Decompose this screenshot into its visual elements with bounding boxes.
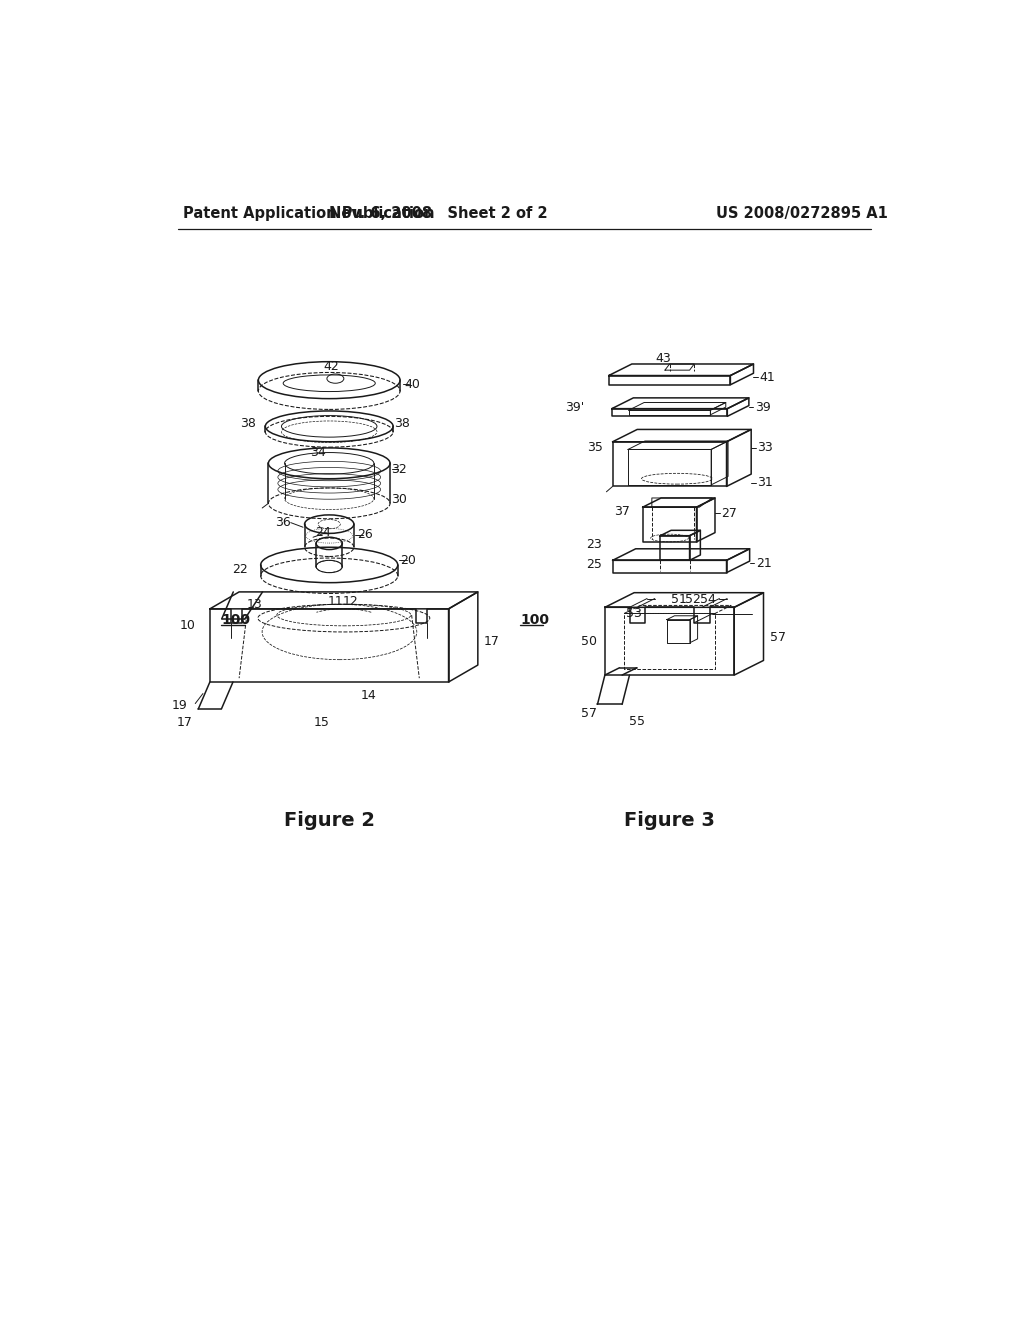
Text: 54: 54 [700, 593, 716, 606]
Text: 36: 36 [275, 516, 291, 529]
Text: 52: 52 [685, 593, 700, 606]
Text: 26: 26 [356, 528, 373, 541]
Text: 14: 14 [360, 689, 377, 702]
Text: 100: 100 [221, 614, 251, 627]
Text: 35: 35 [588, 441, 603, 454]
Text: 25: 25 [586, 558, 602, 572]
Text: 27: 27 [721, 507, 737, 520]
Text: 15: 15 [313, 715, 330, 729]
Text: 51: 51 [671, 593, 687, 606]
Text: 41: 41 [760, 371, 775, 384]
Text: US 2008/0272895 A1: US 2008/0272895 A1 [716, 206, 888, 222]
Text: 21: 21 [756, 557, 771, 570]
Text: 19: 19 [172, 698, 187, 711]
Text: 37: 37 [614, 504, 631, 517]
Text: 39': 39' [565, 400, 584, 413]
Text: 12: 12 [343, 594, 358, 607]
Text: 17: 17 [177, 715, 193, 729]
Text: 39: 39 [755, 400, 771, 413]
Text: 55: 55 [629, 714, 645, 727]
Text: 13: 13 [247, 598, 262, 611]
Text: 30: 30 [391, 492, 408, 506]
Text: Figure 3: Figure 3 [624, 810, 715, 830]
Text: 100: 100 [520, 614, 549, 627]
Text: 53: 53 [627, 607, 642, 620]
Text: Figure 2: Figure 2 [284, 810, 375, 830]
Text: 34: 34 [310, 446, 327, 459]
Text: 17: 17 [484, 635, 500, 648]
Text: 32: 32 [391, 463, 408, 477]
Text: 24: 24 [315, 527, 331, 539]
Text: Patent Application Publication: Patent Application Publication [183, 206, 434, 222]
Text: 38: 38 [241, 417, 256, 430]
Text: 20: 20 [400, 554, 417, 566]
Text: 50: 50 [582, 635, 597, 648]
Text: 42: 42 [323, 360, 339, 372]
Text: 31: 31 [758, 477, 773, 490]
Text: 38: 38 [394, 417, 411, 430]
Text: 43: 43 [655, 352, 672, 366]
Text: 23: 23 [586, 539, 602, 552]
Text: 33: 33 [758, 441, 773, 454]
Text: 10: 10 [180, 619, 196, 632]
Text: Nov. 6, 2008   Sheet 2 of 2: Nov. 6, 2008 Sheet 2 of 2 [330, 206, 548, 222]
Text: 57: 57 [770, 631, 785, 644]
Text: 11: 11 [328, 594, 343, 607]
Text: 57: 57 [582, 708, 597, 721]
Text: 40: 40 [404, 378, 420, 391]
Text: 22: 22 [232, 564, 249, 576]
